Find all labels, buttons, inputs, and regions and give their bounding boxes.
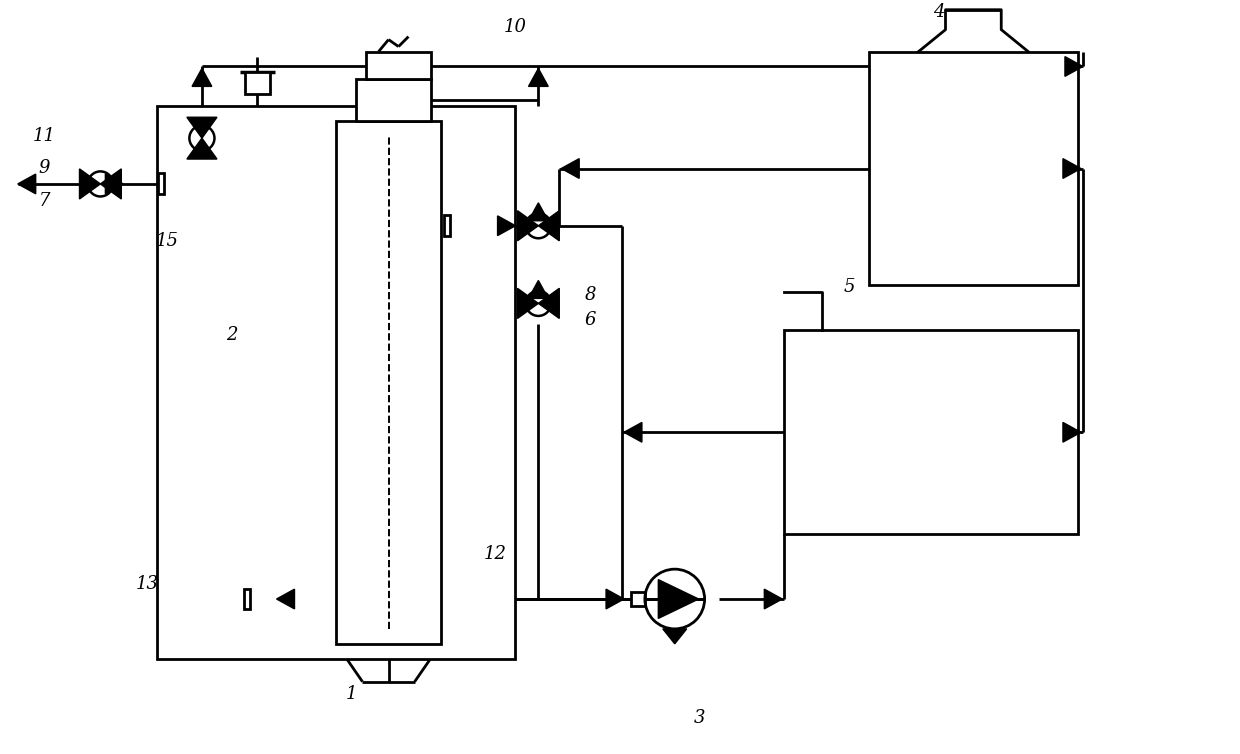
Polygon shape — [1065, 57, 1083, 76]
Polygon shape — [192, 69, 212, 87]
Polygon shape — [17, 174, 36, 194]
Bar — [244, 72, 270, 94]
Polygon shape — [528, 203, 548, 221]
Bar — [631, 592, 645, 606]
Text: 5: 5 — [843, 278, 854, 296]
Bar — [244, 589, 249, 609]
Bar — [869, 51, 1078, 286]
Polygon shape — [277, 589, 295, 609]
Text: 3: 3 — [694, 710, 706, 728]
Text: 7: 7 — [38, 192, 51, 210]
Polygon shape — [538, 288, 559, 318]
Text: 8: 8 — [584, 287, 596, 305]
Text: 12: 12 — [484, 545, 507, 563]
Polygon shape — [100, 169, 122, 199]
Polygon shape — [528, 69, 548, 87]
Polygon shape — [1063, 422, 1081, 442]
Polygon shape — [562, 158, 579, 179]
Polygon shape — [606, 589, 624, 609]
Text: 11: 11 — [33, 127, 56, 146]
Text: 10: 10 — [503, 17, 527, 35]
Bar — [366, 51, 430, 79]
Polygon shape — [187, 117, 217, 138]
Text: 6: 6 — [584, 311, 596, 329]
Text: 4: 4 — [932, 3, 945, 20]
Polygon shape — [528, 280, 548, 299]
Bar — [356, 79, 430, 121]
Bar — [336, 121, 441, 644]
Text: 15: 15 — [155, 231, 179, 250]
Bar — [444, 216, 450, 236]
Polygon shape — [538, 210, 559, 241]
Polygon shape — [624, 422, 642, 442]
Text: 13: 13 — [135, 575, 159, 593]
Bar — [157, 106, 516, 659]
Polygon shape — [764, 589, 782, 609]
Polygon shape — [187, 138, 217, 159]
Polygon shape — [517, 210, 538, 241]
Bar — [159, 173, 164, 195]
Polygon shape — [517, 288, 538, 318]
Polygon shape — [658, 580, 698, 618]
Polygon shape — [105, 174, 123, 194]
Polygon shape — [663, 629, 687, 644]
Text: 2: 2 — [226, 326, 238, 345]
Polygon shape — [79, 169, 100, 199]
Polygon shape — [497, 216, 516, 235]
Text: 1: 1 — [346, 685, 357, 703]
Bar — [784, 330, 1078, 535]
Polygon shape — [1063, 158, 1081, 179]
Text: 9: 9 — [38, 159, 51, 177]
